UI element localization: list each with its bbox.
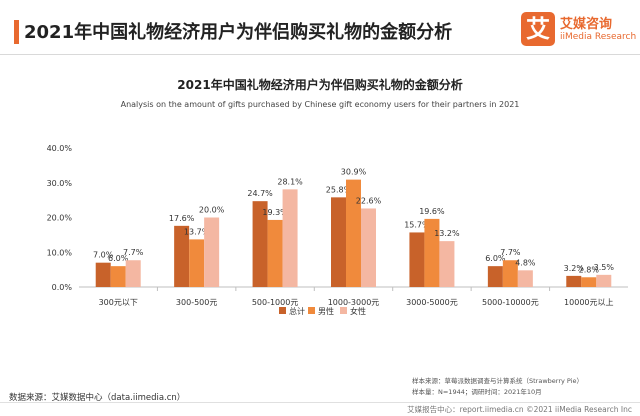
data-label: 30.9% <box>341 168 367 177</box>
y-tick-label: 40.0% <box>47 144 73 153</box>
legend-label: 总计 <box>289 306 305 316</box>
bar-female <box>125 260 141 287</box>
logo-mark: 艾 <box>521 12 555 46</box>
iimedia-logo: 艾 艾媒咨询 iiMedia Research <box>521 12 636 48</box>
data-label: 13.2% <box>434 229 460 238</box>
bar-female <box>282 189 298 287</box>
legend-swatch <box>308 307 315 314</box>
footer-divider <box>0 402 640 403</box>
y-tick-label: 20.0% <box>47 214 73 223</box>
sample-size-note: 样本量：N=1944；调研时间：2021年10月 <box>412 388 542 396</box>
legend-label: 女性 <box>350 306 366 316</box>
data-label: 20.0% <box>199 206 225 215</box>
bar-male <box>267 219 283 287</box>
data-label: 3.5% <box>594 263 615 272</box>
data-label: 19.3% <box>262 208 288 217</box>
data-label: 19.6% <box>419 207 445 216</box>
data-label: 7.7% <box>123 248 144 257</box>
data-label: 17.6% <box>169 214 195 223</box>
category-label: 300元以下 <box>99 298 138 307</box>
legend-swatch <box>279 307 286 314</box>
bar-female <box>596 274 612 287</box>
category-label: 5000-10000元 <box>482 298 539 307</box>
data-label: 3.2% <box>564 264 585 273</box>
bar-male <box>110 266 126 287</box>
category-label: 3000-5000元 <box>406 298 458 307</box>
bar-total <box>331 197 346 287</box>
legend-label: 男性 <box>318 306 334 316</box>
data-label: 7.7% <box>500 248 521 257</box>
data-label: 13.7% <box>184 227 210 236</box>
data-label: 22.6% <box>356 196 382 205</box>
data-label: 25.8% <box>326 185 352 194</box>
data-label: 2.8% <box>579 265 600 274</box>
legend-swatch <box>340 307 347 314</box>
header-divider <box>0 54 640 55</box>
bar-female <box>439 241 455 287</box>
data-label: 28.1% <box>277 177 303 186</box>
sample-source-note: 样本来源：草莓派数据调查与计算系统（Strawberry Pie） <box>412 377 583 385</box>
logo-name-cn: 艾媒咨询 <box>560 17 613 32</box>
footer-text: 艾媒报告中心：report.iimedia.cn ©2021 iiMedia R… <box>407 405 632 414</box>
bar-male <box>502 260 518 287</box>
bar-male <box>346 179 361 287</box>
bar-total <box>252 201 268 287</box>
header-accent-bar <box>14 20 19 44</box>
bar-male <box>581 277 597 287</box>
bar-female <box>204 217 220 287</box>
bar-total <box>409 232 425 287</box>
bar-total <box>487 266 503 287</box>
page-title: 2021年中国礼物经济用户为伴侣购买礼物的金额分析 <box>24 22 453 43</box>
bar-total <box>174 225 190 287</box>
category-label: 10000元以上 <box>564 298 613 307</box>
bar-female <box>517 270 533 287</box>
data-label: 6.0% <box>108 254 129 263</box>
y-tick-label: 10.0% <box>47 248 73 257</box>
data-label: 15.7% <box>404 220 430 229</box>
data-label: 7.0% <box>93 251 114 260</box>
bar-total <box>95 262 111 287</box>
data-label: 6.0% <box>485 254 506 263</box>
chart-subtitle: Analysis on the amount of gifts purchase… <box>120 100 520 109</box>
chart-title: 2021年中国礼物经济用户为伴侣购买礼物的金额分析 <box>177 78 463 92</box>
bar-total <box>566 275 582 287</box>
data-source-note: 数据来源：艾媒数据中心（data.iimedia.cn） <box>9 393 186 403</box>
bar-male <box>189 239 205 287</box>
y-tick-label: 30.0% <box>47 179 73 188</box>
bar-male <box>424 218 440 287</box>
data-label: 24.7% <box>247 189 273 198</box>
bar-female <box>361 208 376 287</box>
logo-name-en: iiMedia Research <box>560 32 637 42</box>
category-label: 500-1000元 <box>252 298 299 307</box>
category-label: 300-500元 <box>176 298 217 307</box>
y-tick-label: 0.0% <box>52 283 73 292</box>
data-label: 4.8% <box>515 258 536 267</box>
category-label: 1000-3000元 <box>328 298 380 307</box>
